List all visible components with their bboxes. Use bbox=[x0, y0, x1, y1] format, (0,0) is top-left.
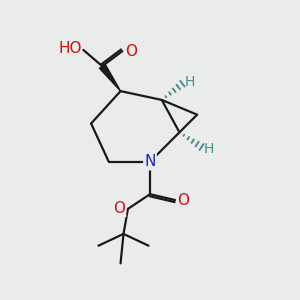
Text: N: N bbox=[144, 154, 156, 169]
Text: O: O bbox=[114, 201, 126, 216]
Text: H: H bbox=[185, 75, 195, 89]
Text: O: O bbox=[125, 44, 137, 59]
Text: O: O bbox=[177, 193, 189, 208]
Text: HO: HO bbox=[58, 41, 82, 56]
Text: H: H bbox=[204, 142, 214, 155]
Polygon shape bbox=[99, 64, 121, 91]
